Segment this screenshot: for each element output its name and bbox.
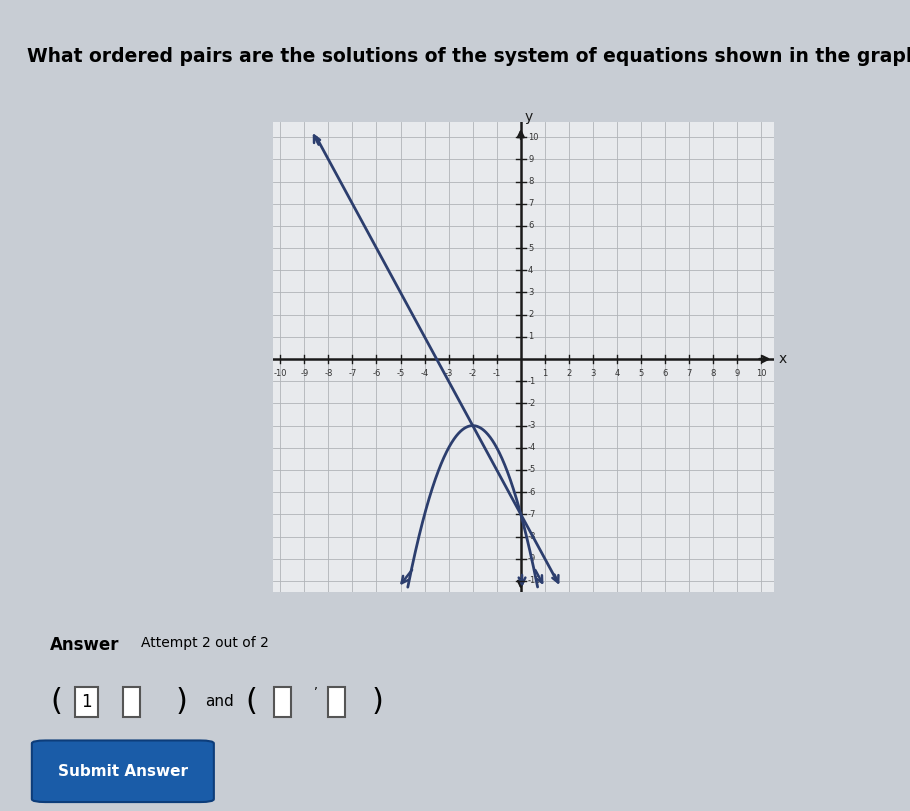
Text: -9: -9 bbox=[300, 369, 308, 378]
Text: 2: 2 bbox=[566, 369, 571, 378]
Text: -2: -2 bbox=[469, 369, 477, 378]
Text: 4: 4 bbox=[614, 369, 620, 378]
Text: 9: 9 bbox=[734, 369, 740, 378]
Text: y: y bbox=[524, 109, 532, 124]
Text: -8: -8 bbox=[528, 532, 536, 541]
Text: 1: 1 bbox=[81, 693, 92, 710]
Text: -7: -7 bbox=[349, 369, 357, 378]
Text: and: and bbox=[205, 694, 234, 709]
Text: 10: 10 bbox=[756, 369, 767, 378]
Text: 3: 3 bbox=[591, 369, 596, 378]
Text: -9: -9 bbox=[528, 554, 536, 564]
Text: x: x bbox=[778, 352, 786, 366]
Text: 8: 8 bbox=[528, 177, 533, 186]
Text: 5: 5 bbox=[639, 369, 643, 378]
Text: 1: 1 bbox=[528, 333, 533, 341]
Text: -1: -1 bbox=[528, 377, 536, 386]
Text: ,: , bbox=[314, 680, 318, 693]
Text: 7: 7 bbox=[686, 369, 692, 378]
Text: -8: -8 bbox=[324, 369, 332, 378]
FancyBboxPatch shape bbox=[32, 740, 214, 802]
Text: -5: -5 bbox=[528, 466, 536, 474]
Text: 4: 4 bbox=[528, 266, 533, 275]
Text: -10: -10 bbox=[274, 369, 287, 378]
Text: -10: -10 bbox=[528, 577, 541, 586]
Text: 7: 7 bbox=[528, 200, 533, 208]
Text: -3: -3 bbox=[444, 369, 453, 378]
Text: 6: 6 bbox=[662, 369, 668, 378]
Text: 9: 9 bbox=[528, 155, 533, 164]
Text: ): ) bbox=[176, 687, 187, 716]
Text: 5: 5 bbox=[528, 243, 533, 252]
Text: (: ( bbox=[246, 687, 258, 716]
Text: -5: -5 bbox=[397, 369, 405, 378]
Text: 3: 3 bbox=[528, 288, 533, 297]
Text: Submit Answer: Submit Answer bbox=[58, 764, 187, 779]
Text: -1: -1 bbox=[492, 369, 501, 378]
Text: 2: 2 bbox=[528, 310, 533, 320]
Text: 10: 10 bbox=[528, 133, 539, 142]
Text: (: ( bbox=[50, 687, 62, 716]
Text: What ordered pairs are the solutions of the system of equations shown in the gra: What ordered pairs are the solutions of … bbox=[27, 47, 910, 67]
Text: -6: -6 bbox=[528, 487, 536, 496]
Text: -6: -6 bbox=[372, 369, 380, 378]
Text: -3: -3 bbox=[528, 421, 536, 430]
Text: ): ) bbox=[371, 687, 383, 716]
Text: -2: -2 bbox=[528, 399, 536, 408]
Text: Answer: Answer bbox=[50, 636, 119, 654]
Text: -7: -7 bbox=[528, 510, 536, 519]
Text: 1: 1 bbox=[542, 369, 548, 378]
Text: 6: 6 bbox=[528, 221, 533, 230]
Text: -4: -4 bbox=[420, 369, 429, 378]
Text: 8: 8 bbox=[711, 369, 716, 378]
Text: -4: -4 bbox=[528, 444, 536, 453]
Text: Attempt 2 out of 2: Attempt 2 out of 2 bbox=[141, 636, 269, 650]
